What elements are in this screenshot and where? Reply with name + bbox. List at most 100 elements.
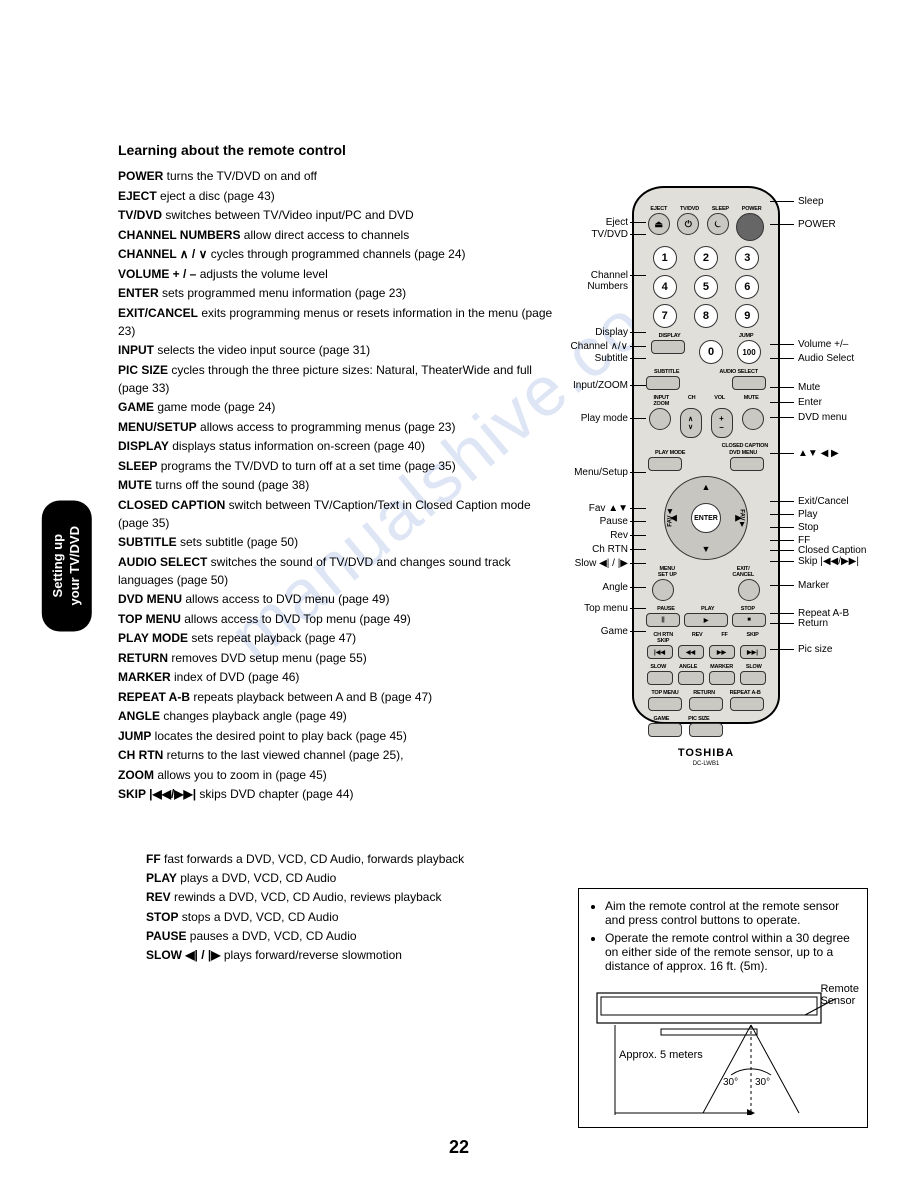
menu-setup-button[interactable] [652, 579, 674, 601]
volume-rocker[interactable]: +− [711, 408, 733, 438]
definition-item: AUDIO SELECT switches the sound of TV/DV… [118, 553, 558, 589]
sub-definition-item: SLOW ◀| / |▶ plays forward/reverse slowm… [146, 946, 556, 965]
num-2-button[interactable]: 2 [694, 246, 718, 270]
callout-left: Ch RTN [592, 544, 628, 555]
repeat-ab-button[interactable] [730, 697, 764, 711]
definition-item: CHANNEL NUMBERS allow direct access to c… [118, 226, 558, 244]
mute-button[interactable] [742, 408, 764, 430]
sub-definition-item: STOP stops a DVD, VCD, CD Audio [146, 908, 556, 927]
sub-definitions-column: FF fast forwards a DVD, VCD, CD Audio, f… [146, 850, 556, 965]
play-mode-button[interactable] [648, 457, 682, 471]
sub-definition-item: FF fast forwards a DVD, VCD, CD Audio, f… [146, 850, 556, 869]
slow-fwd-button[interactable] [740, 671, 766, 685]
callout-left: Fav ▲▼ [589, 503, 628, 514]
dpad-up-button[interactable]: ▲ [702, 482, 711, 492]
remote-label-exitcancel: EXIT/ CANCEL [732, 566, 754, 578]
remote-label-repeatab: REPEAT A-B [730, 690, 761, 696]
definition-item: REPEAT A-B repeats playback between A an… [118, 688, 558, 706]
definition-item: VOLUME + / – adjusts the volume level [118, 265, 558, 283]
audio-select-button[interactable] [732, 376, 766, 390]
remote-label-vol: VOL [714, 395, 725, 407]
definition-item: TOP MENU allows access to DVD Top menu (… [118, 610, 558, 628]
ff-button[interactable]: ▶▶ [709, 645, 735, 659]
callout-left: Channel ∧/∨ [571, 341, 628, 352]
remote-label-play: PLAY [701, 606, 714, 612]
num-7-button[interactable]: 7 [653, 304, 677, 328]
note-item: Operate the remote control within a 30 d… [605, 931, 855, 973]
tvdvd-button[interactable]: ⏻ [677, 213, 699, 235]
callout-left: TV/DVD [591, 229, 628, 240]
channel-rocker[interactable]: ∧∨ [680, 408, 702, 438]
callout-right: DVD menu [798, 412, 847, 423]
definition-item: EJECT eject a disc (page 43) [118, 187, 558, 205]
num-6-button[interactable]: 6 [735, 275, 759, 299]
remote-label-jump: JUMP [739, 333, 753, 339]
callout-left: Display [595, 327, 628, 338]
definition-item: SUBTITLE sets subtitle (page 50) [118, 533, 558, 551]
enter-button[interactable]: ENTER [691, 503, 721, 533]
definition-item: SLEEP programs the TV/DVD to turn off at… [118, 457, 558, 475]
remote-label-slow-r: SLOW [746, 664, 762, 670]
callout-left: Subtitle [595, 353, 628, 364]
callout-left: Pause [600, 516, 628, 527]
exit-cancel-button[interactable] [738, 579, 760, 601]
callout-right: POWER [798, 219, 836, 230]
num-8-button[interactable]: 8 [694, 304, 718, 328]
sleep-button[interactable]: ⏾ [707, 213, 729, 235]
subtitle-button[interactable] [646, 376, 680, 390]
power-button[interactable] [736, 213, 764, 241]
pic-size-button[interactable] [689, 723, 723, 737]
num-9-button[interactable]: 9 [735, 304, 759, 328]
display-button[interactable] [651, 340, 685, 354]
side-tab-line1: Setting up [50, 534, 65, 598]
marker-button[interactable] [709, 671, 735, 685]
return-button[interactable] [689, 697, 723, 711]
remote-label-menusetup: MENU SET UP [658, 566, 677, 578]
remote-control: EJECT TV/DVD SLEEP POWER ⏏ ⏻ ⏾ 1 2 3 4 5… [632, 186, 780, 724]
definition-item: CHANNEL ∧ / ∨ cycles through programmed … [118, 245, 558, 263]
callout-left: Angle [602, 582, 628, 593]
definition-item: PLAY MODE sets repeat playback (page 47) [118, 629, 558, 647]
slow-rev-button[interactable] [647, 671, 673, 685]
callout-right: Closed Caption [798, 545, 866, 556]
remote-label-dvdmenu: DVD MENU [729, 450, 757, 456]
play-button[interactable]: ▶ [684, 613, 728, 627]
dvd-menu-button[interactable] [730, 457, 764, 471]
definition-item: ZOOM allows you to zoom in (page 45) [118, 766, 558, 784]
num-1-button[interactable]: 1 [653, 246, 677, 270]
dpad-right-button[interactable]: ▶ [735, 513, 742, 524]
rev-button[interactable]: ◀◀ [678, 645, 704, 659]
remote-label-display: DISPLAY [659, 333, 681, 339]
num-0-button[interactable]: 0 [699, 340, 723, 364]
remote-label-game: GAME [653, 716, 669, 722]
remote-label-return: RETURN [693, 690, 715, 696]
definition-item: ENTER sets programmed menu information (… [118, 284, 558, 302]
jump-100-button[interactable]: 100 [737, 340, 761, 364]
remote-label-cc: CLOSED CAPTION [722, 443, 768, 449]
skip-back-button[interactable]: |◀◀ [647, 645, 673, 659]
page-title: Learning about the remote control [118, 140, 558, 161]
pause-button[interactable]: || [646, 613, 680, 627]
diagram-distance-label: Approx. 5 meters [619, 1049, 703, 1061]
dpad-down-button[interactable]: ▼ [702, 544, 711, 554]
skip-fwd-button[interactable]: ▶▶| [740, 645, 766, 659]
num-4-button[interactable]: 4 [653, 275, 677, 299]
num-5-button[interactable]: 5 [694, 275, 718, 299]
top-menu-button[interactable] [648, 697, 682, 711]
callout-left: Eject [606, 217, 628, 228]
callout-left: Menu/Setup [574, 467, 628, 478]
game-button[interactable] [648, 723, 682, 737]
remote-label-ch: CH [688, 395, 696, 407]
remote-label-marker: MARKER [710, 664, 733, 670]
sub-definition-item: PAUSE pauses a DVD, VCD, CD Audio [146, 927, 556, 946]
remote-label-ff: FF [721, 632, 727, 644]
remote-label-angle: ANGLE [679, 664, 697, 670]
num-3-button[interactable]: 3 [735, 246, 759, 270]
callout-left: Play mode [581, 413, 628, 424]
input-zoom-button[interactable] [649, 408, 671, 430]
angle-button[interactable] [678, 671, 704, 685]
stop-button[interactable]: ■ [732, 613, 766, 627]
dpad-left-button[interactable]: ◀ [670, 513, 677, 524]
eject-button[interactable]: ⏏ [648, 213, 670, 235]
definition-item: CH RTN returns to the last viewed channe… [118, 746, 558, 764]
